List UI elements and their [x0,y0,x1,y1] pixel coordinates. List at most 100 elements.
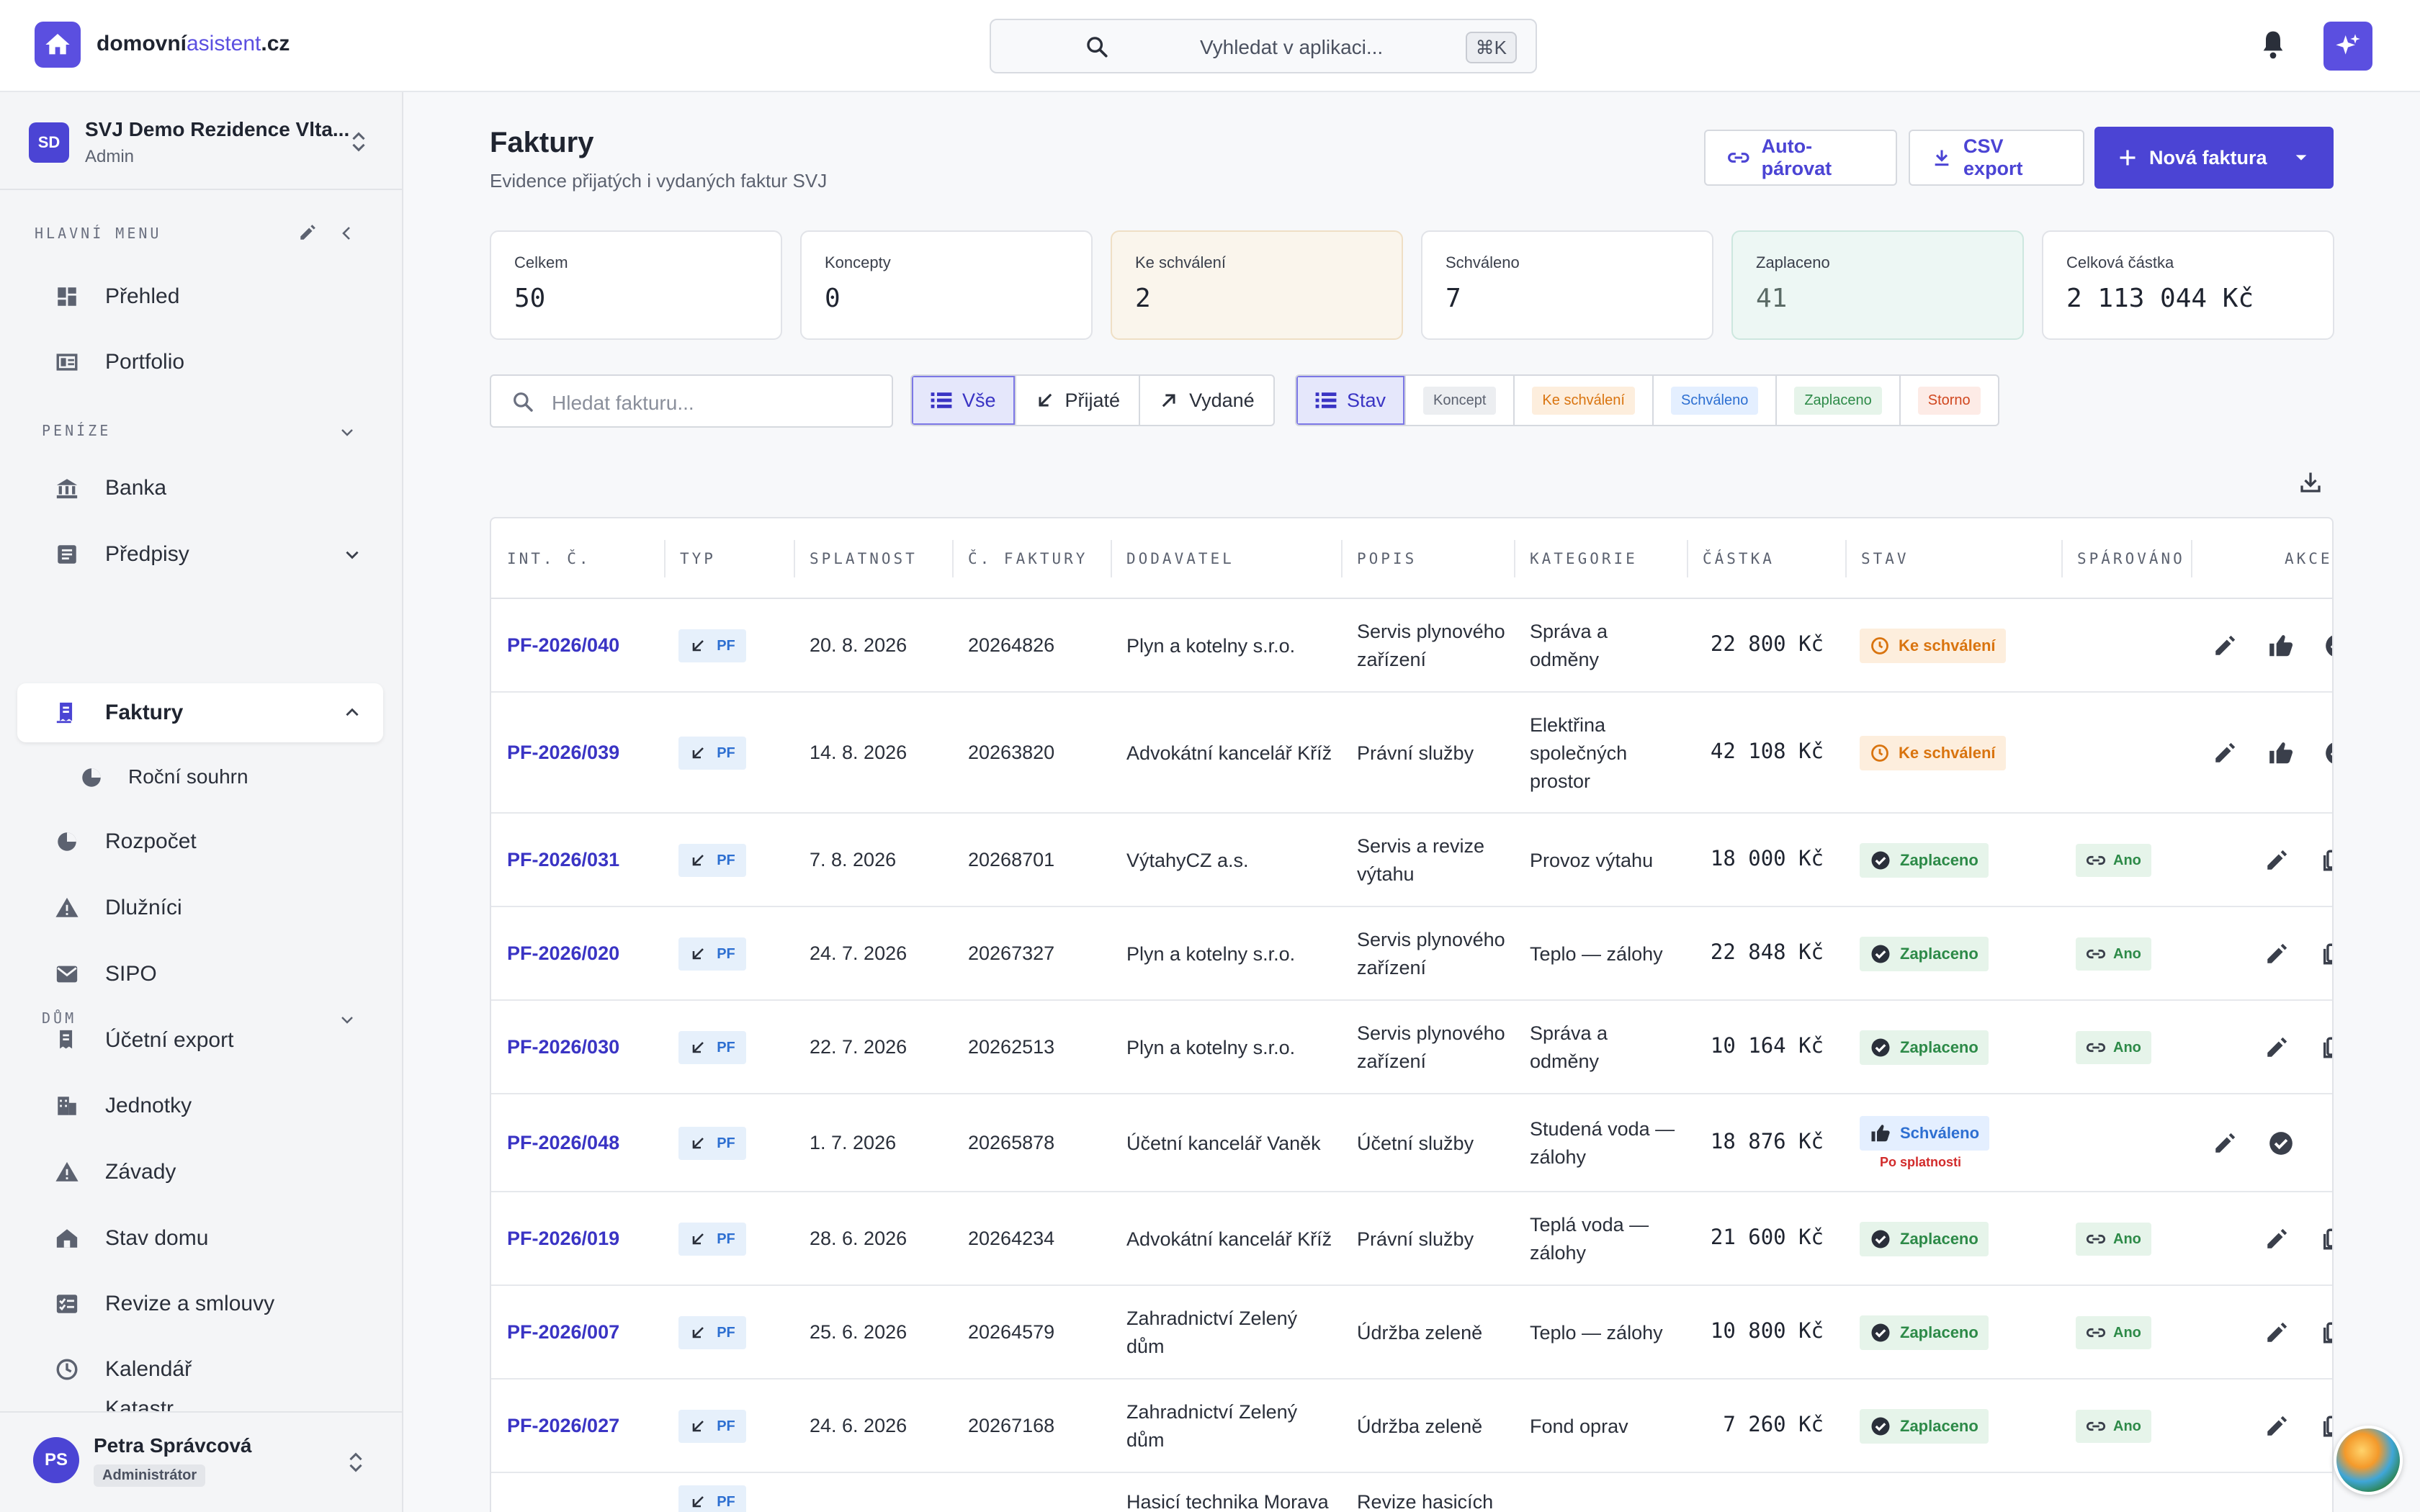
table-row[interactable]: PF-2026/019 PF 28. 6. 2026 20264234 Advokátn… [491,1192,2332,1286]
sidebar-item-katastr-peek: Katastr [105,1397,174,1411]
category: Teplo — zálohy [1530,942,1663,965]
section-main-menu: HLAVNÍ MENU [35,225,162,242]
status-filter-approved[interactable]: Schváleno [1654,376,1778,425]
brand-name[interactable]: domovníasistent.cz [97,32,290,55]
table-row[interactable]: PF-2026/048 PF 1. 7. 2026 20265878 Účetní ka… [491,1094,2332,1192]
arrow-down-left-icon [692,1496,704,1508]
edit-icon[interactable] [2213,741,2237,769]
copy-icon[interactable] [2321,1227,2332,1255]
type-filter-issued[interactable]: Vydané [1140,376,1273,425]
copy-icon[interactable] [2321,942,2332,970]
sidebar-item-predpisy[interactable]: Předpisy [17,525,383,584]
sidebar-item-kalendar[interactable]: Kalendář [17,1340,383,1399]
copy-icon[interactable] [2321,1414,2332,1442]
edit-icon[interactable] [2264,1414,2289,1442]
new-invoice-button[interactable]: Nová faktura [2094,127,2334,189]
sidebar-item-ucetni-export[interactable]: Účetní export [17,1011,383,1070]
paired-badge: Ano [2076,1031,2151,1064]
amount: 18 876 Kč [1710,1129,1824,1153]
arrow-down-left-icon [692,1421,704,1432]
sidebar: SD SVJ Demo Rezidence Vlta... Admin HLAV… [0,92,403,1512]
type-filter-received[interactable]: Přijaté [1016,376,1141,425]
edit-icon[interactable] [2264,1227,2289,1255]
more-action-icon[interactable] [2323,632,2332,663]
status-filter-paid[interactable]: Zaplaceno [1777,376,1901,425]
more-action-icon[interactable] [2323,739,2332,770]
sidebar-item-sipo[interactable]: SIPO [17,945,383,1004]
collapse-sidebar-icon[interactable] [339,225,356,246]
amount: 22 848 Kč [1710,940,1824,964]
table-row[interactable]: PF-2026/020 PF 24. 7. 2026 20267327 Plyn a k… [491,907,2332,1001]
edit-icon[interactable] [2264,942,2289,970]
sidebar-item-portfolio[interactable]: Portfolio [17,333,383,392]
category: Provoz výtahu [1530,849,1654,871]
copy-icon[interactable] [2321,1035,2332,1063]
help-avatar[interactable] [2334,1426,2403,1495]
check-circle-icon [1871,851,1890,870]
invoice-number-link[interactable]: PF-2026/030 [507,1036,620,1058]
edit-icon[interactable] [2264,848,2289,876]
download-icon[interactable] [2298,469,2323,499]
stat-pending: Ke schválení 2 [1111,230,1403,340]
sidebar-item-prehled[interactable]: Přehled [17,267,383,326]
status-filter-draft[interactable]: Koncept [1406,376,1515,425]
ai-assistant-button[interactable] [2323,22,2372,71]
table-row[interactable]: PF-2026/030 PF 22. 7. 2026 20262513 Plyn a k… [491,1001,2332,1094]
sidebar-item-rocni-souhrn[interactable]: Roční souhrn [17,748,383,807]
csv-export-button[interactable]: CSV export [1909,130,2084,186]
search-shortcut: ⌘K [1465,32,1517,63]
supplier: Plyn a kotelny s.r.o. [1126,942,1296,965]
global-search-input[interactable]: Vyhledat v aplikaci... ⌘K [990,19,1537,73]
edit-icon[interactable] [2264,1035,2289,1063]
arrow-down-left-icon [692,1233,704,1245]
status-filter-all[interactable]: Stav [1296,376,1407,425]
sidebar-item-jednotky[interactable]: Jednotky [17,1076,383,1135]
invoice-number-link[interactable]: PF-2026/040 [507,634,620,656]
table-row[interactable]: PF-2026/040 PF 20. 8. 2026 20264826 Plyn a k… [491,599,2332,693]
edit-icon[interactable] [2213,634,2237,662]
home-logo-icon[interactable] [35,22,81,68]
type-badge: PF [678,937,746,971]
due-date: 1. 7. 2026 [810,1132,897,1153]
edit-icon[interactable] [2264,1320,2289,1349]
invoice-number-link[interactable]: PF-2026/007 [507,1321,620,1343]
table-row[interactable]: PF Hasicí technika Morava Revize hasicích [491,1473,2332,1512]
invoice-number-link[interactable]: PF-2026/020 [507,942,620,964]
invoice-search-input[interactable]: Hledat fakturu... [490,374,893,428]
approve-icon[interactable] [2267,739,2295,770]
invoice-table: INT. Č. TYP SPLATNOST Č. FAKTURY DODAVAT… [490,517,2334,1512]
chevron-down-icon[interactable] [339,1011,356,1032]
table-row[interactable]: PF-2026/039 PF 14. 8. 2026 20263820 Advokátn… [491,693,2332,814]
copy-icon[interactable] [2321,848,2332,876]
sidebar-item-revize[interactable]: Revize a smlouvy [17,1274,383,1333]
status-filter-cancelled[interactable]: Storno [1901,376,1998,425]
house-icon [56,1229,78,1248]
edit-icon[interactable] [2213,1131,2237,1159]
auto-pair-button[interactable]: Auto-párovat [1704,130,1897,186]
user-menu[interactable]: PS Petra Správcová Administrátor [0,1411,402,1512]
table-row[interactable]: PF-2026/027 PF 24. 6. 2026 20267168 Zahradni… [491,1380,2332,1473]
type-badge: PF [678,1031,746,1064]
invoice-number-link[interactable]: PF-2026/048 [507,1132,620,1153]
sidebar-item-dluznici[interactable]: Dlužníci [17,878,383,937]
approve-icon[interactable] [2267,632,2295,663]
org-switcher[interactable]: SD SVJ Demo Rezidence Vlta... Admin [0,92,402,190]
status-filter-pending[interactable]: Ke schválení [1515,376,1654,425]
table-row[interactable]: PF-2026/007 PF 25. 6. 2026 20264579 Zahradni… [491,1286,2332,1380]
chevron-down-icon[interactable] [339,423,356,444]
pencil-icon[interactable] [298,223,317,246]
bell-icon[interactable] [2259,29,2287,64]
table-row[interactable]: PF-2026/031 PF 7. 8. 2026 20268701 VýtahyCZ … [491,814,2332,907]
invoice-number-link[interactable]: PF-2026/019 [507,1228,620,1249]
invoice-number-link[interactable]: PF-2026/027 [507,1415,620,1436]
sidebar-item-rozpocet[interactable]: Rozpočet [17,812,383,871]
copy-icon[interactable] [2321,1320,2332,1349]
type-filter-all[interactable]: Vše [912,376,1016,425]
invoice-number-link[interactable]: PF-2026/039 [507,742,620,763]
sidebar-item-faktury[interactable]: Faktury [17,683,383,742]
mark-paid-icon[interactable] [2267,1130,2295,1161]
invoice-number-link[interactable]: PF-2026/031 [507,849,620,870]
sidebar-item-zavady[interactable]: Závady [17,1143,383,1202]
sidebar-item-stav-domu[interactable]: Stav domu [17,1209,383,1268]
sidebar-item-banka[interactable]: Banka [17,459,383,518]
